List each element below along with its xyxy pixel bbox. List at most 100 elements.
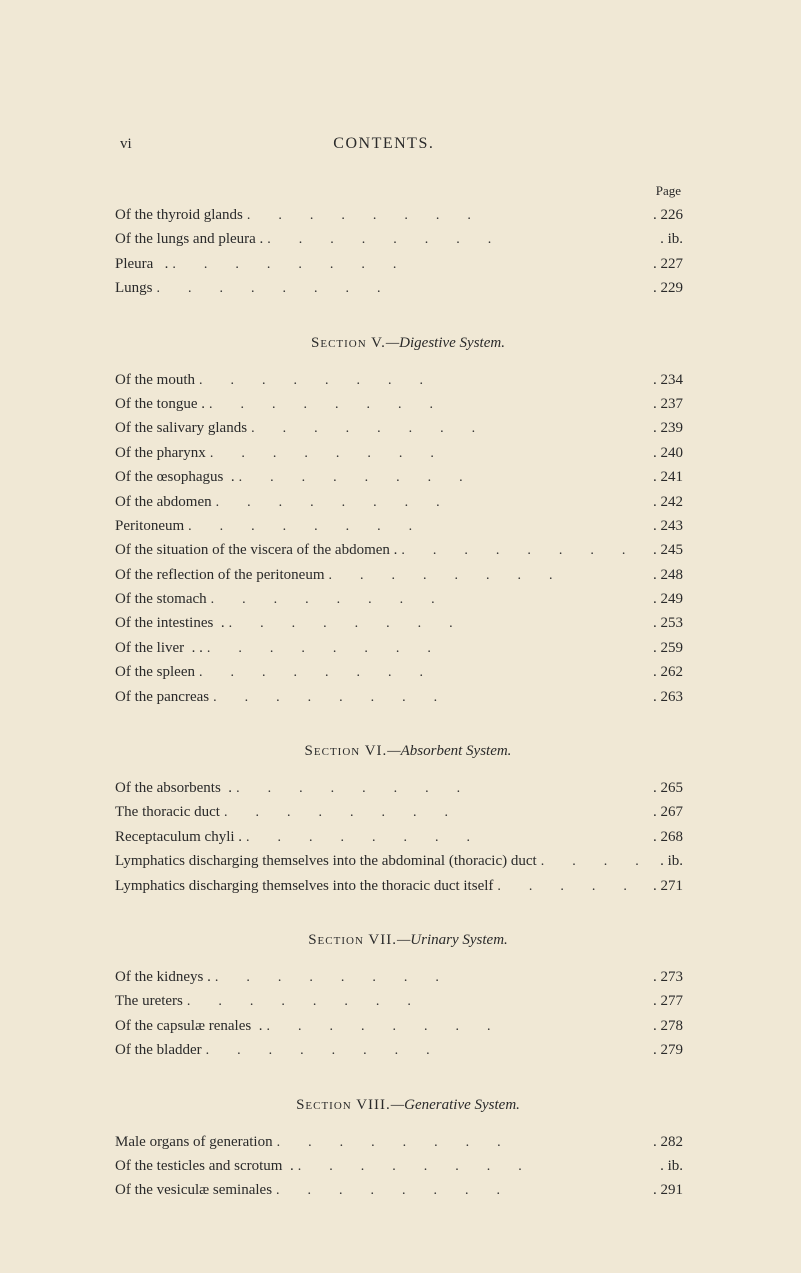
toc-leader-dots: ........ — [168, 254, 645, 276]
toc-leader-dots: ........ — [243, 205, 645, 227]
toc-entry-title: Of the pharynx — [115, 441, 206, 465]
toc-leader-dots: ........ — [205, 394, 645, 416]
toc-entry: Male organs of generation......... 282 — [115, 1130, 701, 1154]
toc-entry: Pleura .......... 227 — [115, 252, 701, 276]
toc-entry-page: . 241 — [645, 465, 683, 489]
toc-entry-page: . 237 — [645, 392, 683, 416]
toc-leader-dots: ........ — [183, 991, 645, 1013]
toc-entry-title: Of the stomach — [115, 587, 207, 611]
toc-entry: Of the situation of the viscera of the a… — [115, 538, 701, 562]
toc-entry-page: . 253 — [645, 611, 683, 635]
toc-entry-title: Of the pancreas — [115, 685, 209, 709]
toc-block-5: Male organs of generation......... 282Of… — [115, 1130, 701, 1203]
toc-entry: Of the capsulæ renales .......... 278 — [115, 1014, 701, 1038]
toc-entry-title: Of the tongue . — [115, 392, 205, 416]
toc-entry-title: Of the lungs and pleura . — [115, 227, 263, 251]
toc-leader-dots: ........ — [537, 851, 645, 873]
toc-leader-dots: ........ — [195, 662, 645, 684]
section-5-italic: —Digestive System. — [386, 335, 505, 351]
toc-entry: Of the abdomen......... 242 — [115, 490, 701, 514]
section-8-italic: —Generative System. — [391, 1097, 520, 1113]
toc-entry-page: . 248 — [645, 563, 683, 587]
toc-leader-dots: ........ — [247, 418, 645, 440]
toc-entry: Lymphatics discharging themselves into t… — [115, 874, 701, 898]
toc-leader-dots: ........ — [220, 802, 645, 824]
toc-leader-dots: ........ — [225, 613, 645, 635]
toc-entry-title: Lymphatics discharging themselves into t… — [115, 849, 537, 873]
toc-entry-title: The thoracic duct — [115, 800, 220, 824]
section-6-sc: Section VI. — [305, 743, 388, 759]
toc-entry-page: . 278 — [645, 1014, 683, 1038]
toc-entry-title: Of the absorbents . — [115, 776, 232, 800]
toc-entry-page: . ib. — [645, 849, 683, 873]
toc-entry-title: Of the œsophagus . — [115, 465, 235, 489]
toc-entry-title: Of the capsulæ renales . — [115, 1014, 262, 1038]
toc-leader-dots: ........ — [202, 1040, 645, 1062]
toc-entry-page: . 262 — [645, 660, 683, 684]
toc-block-2: Of the mouth......... 234Of the tongue .… — [115, 368, 701, 709]
page-header: vi CONTENTS. — [115, 135, 701, 153]
toc-entry: Of the vesiculæ seminales......... 291 — [115, 1178, 701, 1202]
toc-entry-page: . 282 — [645, 1130, 683, 1154]
toc-entry: Of the œsophagus .......... 241 — [115, 465, 701, 489]
toc-entry: Of the reflection of the peritoneum.....… — [115, 563, 701, 587]
toc-leader-dots: ........ — [397, 540, 645, 562]
toc-entry-page: . 243 — [645, 514, 683, 538]
toc-entry: Of the intestines .......... 253 — [115, 611, 701, 635]
toc-entry-page: . 259 — [645, 636, 683, 660]
toc-leader-dots: ........ — [232, 778, 645, 800]
toc-entry-page: . 239 — [645, 416, 683, 440]
toc-entry: Of the stomach......... 249 — [115, 587, 701, 611]
toc-block-4: Of the kidneys .......... 273The ureters… — [115, 965, 701, 1063]
toc-entry-page: . 267 — [645, 800, 683, 824]
toc-entry-title: Of the spleen — [115, 660, 195, 684]
toc-entry-page: . 240 — [645, 441, 683, 465]
toc-entry: Of the spleen......... 262 — [115, 660, 701, 684]
toc-entry: Of the kidneys .......... 273 — [115, 965, 701, 989]
toc-entry-page: . 263 — [645, 685, 683, 709]
toc-entry-page: . 279 — [645, 1038, 683, 1062]
toc-entry-title: Of the situation of the viscera of the a… — [115, 538, 397, 562]
toc-entry: Lungs......... 229 — [115, 276, 701, 300]
toc-entry: Of the mouth......... 234 — [115, 368, 701, 392]
toc-entry-page: . 249 — [645, 587, 683, 611]
toc-entry-page: . 291 — [645, 1178, 683, 1202]
toc-leader-dots: ........ — [153, 278, 646, 300]
toc-entry-page: . 229 — [645, 276, 683, 300]
page-column-label: Page — [115, 183, 681, 199]
toc-leader-dots: ........ — [272, 1180, 645, 1202]
toc-entry-page: . 277 — [645, 989, 683, 1013]
toc-entry-title: Of the testicles and scrotum . — [115, 1154, 294, 1178]
toc-entry: Of the lungs and pleura .......... ib. — [115, 227, 701, 251]
toc-entry-title: Of the reflection of the peritoneum — [115, 563, 325, 587]
toc-entry: Of the pancreas......... 263 — [115, 685, 701, 709]
toc-entry-title: Lymphatics discharging themselves into t… — [115, 874, 493, 898]
toc-entry: The ureters......... 277 — [115, 989, 701, 1013]
toc-entry-title: Peritoneum — [115, 514, 184, 538]
section-7-italic: —Urinary System. — [397, 932, 508, 948]
toc-leader-dots: ........ — [207, 589, 645, 611]
toc-entry: Lymphatics discharging themselves into t… — [115, 849, 701, 873]
toc-entry: Receptaculum chyli .......... 268 — [115, 825, 701, 849]
section-5-sc: Section V. — [311, 335, 386, 351]
toc-entry-page: . 234 — [645, 368, 683, 392]
toc-entry-title: Of the liver . . — [115, 636, 203, 660]
toc-entry-title: Of the abdomen — [115, 490, 212, 514]
toc-entry-title: Male organs of generation — [115, 1130, 273, 1154]
toc-entry: Of the testicles and scrotum .......... … — [115, 1154, 701, 1178]
toc-leader-dots: ........ — [273, 1132, 645, 1154]
section-7-heading: Section VII.—Urinary System. — [115, 932, 701, 949]
toc-entry-title: Of the thyroid glands — [115, 203, 243, 227]
running-title: CONTENTS. — [333, 135, 434, 153]
toc-entry-title: Of the bladder — [115, 1038, 202, 1062]
toc-leader-dots: ........ — [262, 1016, 645, 1038]
section-6-heading: Section VI.—Absorbent System. — [115, 743, 701, 760]
toc-entry-title: Of the intestines . — [115, 611, 225, 635]
toc-entry-title: Of the vesiculæ seminales — [115, 1178, 272, 1202]
toc-entry-page: . 265 — [645, 776, 683, 800]
toc-entry-title: Lungs — [115, 276, 153, 300]
toc-entry-title: Of the mouth — [115, 368, 195, 392]
toc-entry-page: . 226 — [645, 203, 683, 227]
section-7-sc: Section VII. — [308, 932, 397, 948]
toc-entry-title: The ureters — [115, 989, 183, 1013]
